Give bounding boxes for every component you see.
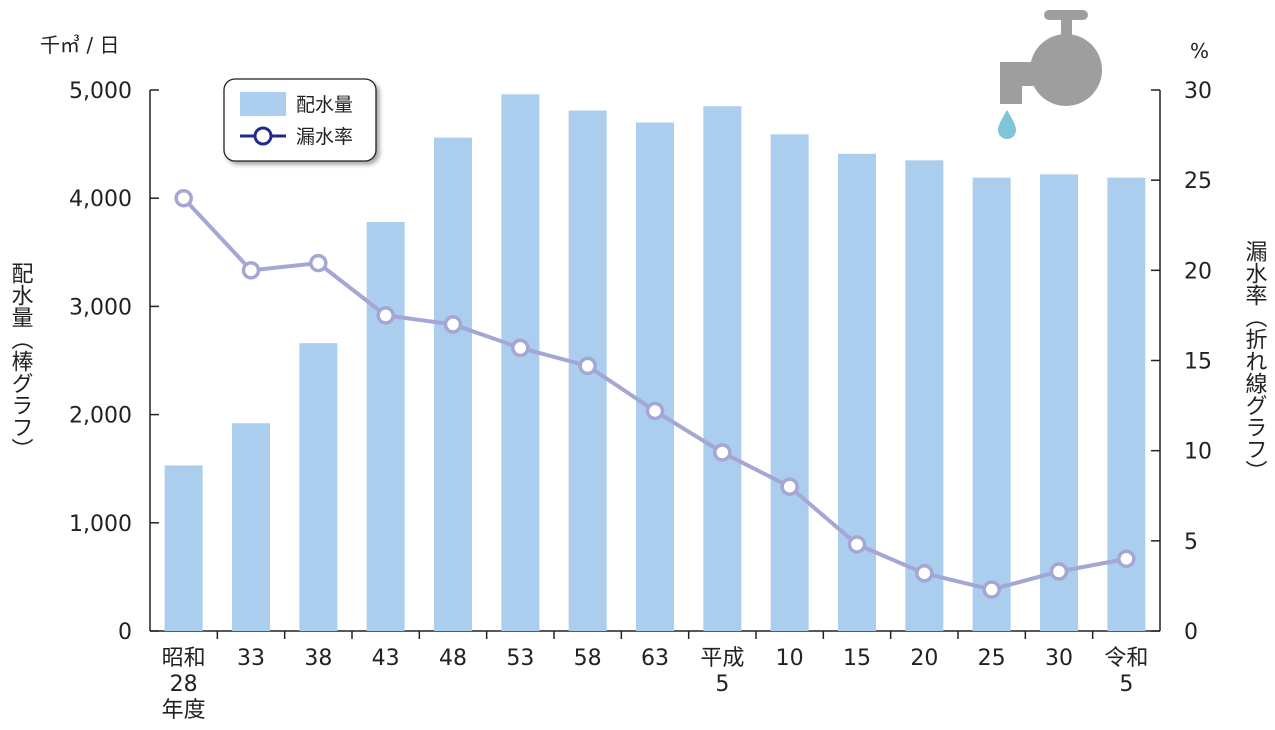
- right-ticks: 0 5 10 15 20 25 30: [1151, 79, 1212, 645]
- category-label-8: 5: [715, 672, 729, 697]
- legend-swatch-bar: [240, 92, 286, 116]
- bar-8: [703, 106, 742, 632]
- point-13: [1049, 562, 1069, 581]
- category-label-11: 20: [910, 646, 938, 671]
- point-7: [645, 401, 665, 421]
- bar-0: [164, 465, 203, 631]
- right-tick-label: 10: [1184, 440, 1212, 465]
- category-label-9: 10: [776, 646, 804, 671]
- bar-5: [501, 94, 540, 631]
- point-6: [578, 356, 597, 376]
- category-label-7: 63: [641, 646, 669, 671]
- right-tick-label: 30: [1184, 79, 1212, 104]
- bar-4: [434, 137, 472, 631]
- category-label-4: 48: [439, 646, 467, 671]
- right-axis-unit: %: [1190, 39, 1209, 63]
- category-label-10: 15: [843, 646, 871, 671]
- left-tick-label: 1,000: [69, 512, 132, 537]
- point-11: [915, 564, 934, 583]
- left-tick-label: 3,000: [69, 295, 132, 320]
- category-label-14: 令和: [1104, 646, 1148, 671]
- right-tick-label: 25: [1184, 169, 1212, 194]
- point-10: [847, 535, 867, 554]
- bar-11: [905, 160, 944, 631]
- bar-series: [164, 94, 1146, 632]
- right-tick-label: 5: [1184, 530, 1198, 555]
- bar-10: [838, 153, 876, 631]
- legend-label-line: 漏水率: [296, 126, 353, 148]
- point-5: [511, 338, 530, 358]
- bar-2: [299, 343, 338, 631]
- category-label-0: 年度: [162, 698, 206, 723]
- legend-label-bar: 配水量: [296, 94, 353, 116]
- category-label-14: 5: [1119, 672, 1133, 697]
- category-label-0: 昭和: [162, 646, 206, 671]
- point-14: [1117, 549, 1136, 569]
- point-8: [713, 443, 732, 462]
- right-tick-label: 20: [1184, 259, 1212, 284]
- right-axis-title: 漏水率（折れ線グラフ）: [1242, 240, 1268, 482]
- right-tick-label: 15: [1184, 350, 1212, 375]
- point-9: [780, 477, 799, 496]
- category-label-0: 28: [170, 672, 198, 697]
- bar-13: [1040, 174, 1078, 631]
- category-label-13: 30: [1045, 646, 1073, 671]
- category-label-5: 53: [506, 646, 534, 671]
- bar-7: [636, 122, 674, 632]
- faucet-icon: [1000, 10, 1102, 106]
- bar-1: [232, 423, 270, 631]
- point-4: [443, 315, 463, 334]
- legend-swatch-marker: [253, 126, 273, 146]
- bar-12: [972, 177, 1011, 631]
- bar-3: [366, 222, 405, 631]
- left-tick-label: 4,000: [69, 187, 132, 212]
- bar-9: [770, 134, 809, 631]
- water-drop-icon: [998, 110, 1016, 139]
- line-series: [174, 188, 1136, 599]
- category-label-8: 平成: [700, 646, 744, 671]
- category-label-6: 58: [574, 646, 602, 671]
- point-3: [376, 306, 395, 325]
- category-label-1: 33: [237, 646, 265, 671]
- point-0: [174, 188, 193, 208]
- left-ticks: 0 1,000 2,000 3,000 4,000 5,000: [69, 79, 159, 645]
- legend: 配水量 漏水率: [223, 78, 377, 162]
- point-2: [309, 253, 328, 273]
- category-label-12: 25: [978, 646, 1006, 671]
- left-axis-unit: 千㎥ / 日: [40, 33, 119, 57]
- point-1: [241, 261, 261, 280]
- category-label-2: 38: [304, 646, 332, 671]
- category-label-3: 43: [372, 646, 400, 671]
- point-12: [982, 580, 1001, 599]
- left-tick-label: 2,000: [69, 404, 132, 429]
- left-tick-label: 0: [118, 620, 132, 645]
- left-tick-label: 5,000: [69, 79, 132, 104]
- right-tick-label: 0: [1184, 620, 1198, 645]
- left-axis-title: 配水量（棒グラフ）: [8, 262, 34, 460]
